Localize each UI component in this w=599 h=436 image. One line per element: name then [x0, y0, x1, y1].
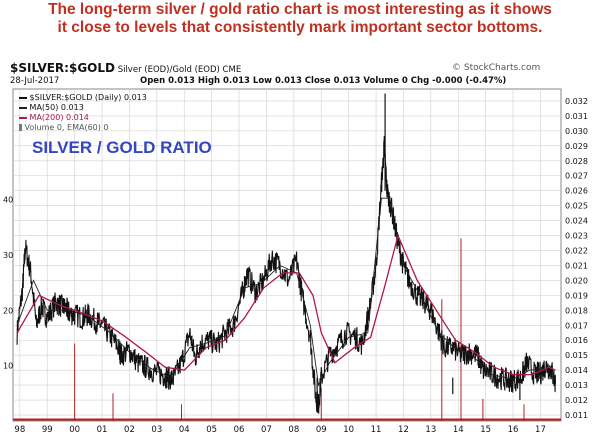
volume-tick-label: 20 [3, 306, 13, 315]
y-tick-label: 0.024 [565, 217, 588, 226]
volume-tick-label: 10 [3, 362, 13, 371]
y-tick-label: 0.021 [565, 261, 588, 270]
y-tick-label: 0.031 [565, 112, 588, 121]
plot-frame [12, 88, 562, 422]
x-axis: 98 99 00 01 02 03 04 05 06 07 08 09 10 11 12 13 14 15 16 17 [14, 425, 545, 435]
x-tick-label: 13 [425, 425, 436, 435]
y-tick-label: 0.022 [565, 247, 588, 256]
x-tick-label: 09 [316, 425, 327, 435]
legend-volume-label: Volume 0, EMA(60) 0 [24, 123, 109, 132]
chart-caption: The long-term silver / gold ratio chart … [6, 1, 594, 37]
y-tick-label: 0.017 [565, 321, 588, 330]
y-tick-label: 0.028 [565, 157, 588, 166]
legend-volume-swatch [19, 124, 22, 131]
y-tick-label: 0.027 [565, 172, 588, 181]
legend-volume: Volume 0, EMA(60) 0 [19, 123, 109, 132]
x-tick-label: 07 [261, 425, 272, 435]
x-tick-label: 14 [453, 425, 464, 435]
y-tick-label: 0.032 [565, 97, 588, 106]
y-tick-label: 0.015 [565, 351, 588, 360]
legend-ma50: MA(50) 0.013 [19, 103, 84, 112]
x-tick-label: 06 [234, 425, 245, 435]
x-tick-label: 12 [398, 425, 409, 435]
y-tick-label: 0.023 [565, 232, 588, 241]
volume-tick-label: 40 [3, 196, 13, 205]
legend-ma50-swatch [19, 106, 27, 109]
legend-main-swatch [19, 96, 27, 99]
stockcharts-brand: © StockCharts.com [452, 63, 541, 73]
x-tick-label: 10 [343, 425, 354, 435]
x-tick-label: 99 [42, 425, 53, 435]
y-axis: 0.011 0.012 0.013 0.014 0.015 0.016 0.017 0.018… [565, 97, 588, 420]
y-tick-label: 0.020 [565, 276, 588, 285]
y-tick-label: 0.029 [565, 142, 588, 151]
ma200-line [16, 233, 556, 376]
volume-bars [13, 238, 561, 421]
y-tick-label: 0.018 [565, 306, 588, 315]
y-tick-label: 0.030 [565, 127, 588, 136]
legend-ma200-swatch [19, 116, 27, 119]
y-tick-label: 0.013 [565, 381, 588, 390]
caption-line-2: it close to levels that consistently mar… [57, 19, 543, 36]
quote-row: Open 0.013 High 0.013 Low 0.013 Close 0.… [140, 76, 507, 86]
x-tick-label: 00 [69, 425, 80, 435]
silver-gold-ratio-label: SILVER / GOLD RATIO [32, 138, 212, 157]
series-layer [16, 93, 557, 414]
volume-tick-label: 30 [3, 251, 13, 260]
y-tick-label: 0.026 [565, 187, 588, 196]
caption-line-1: The long-term silver / gold ratio chart … [48, 1, 552, 18]
y-tick-label: 0.011 [565, 411, 588, 420]
legend-ma200: MA(200) 0.014 [19, 113, 89, 122]
x-tick-label: 03 [151, 425, 162, 435]
legend-ma200-label: MA(200) 0.014 [29, 113, 89, 122]
x-tick-label: 02 [124, 425, 135, 435]
price-series-line [16, 135, 557, 414]
x-tick-label: 01 [97, 425, 108, 435]
ma50-line [16, 197, 556, 387]
chart-symbol-row: $SILVER:$GOLD Silver (EOD)/Gold (EOD) CM… [10, 61, 241, 75]
y-tick-label: 0.016 [565, 336, 588, 345]
chart-symbol: $SILVER:$GOLD [10, 61, 115, 75]
y-tick-label: 0.014 [565, 366, 588, 375]
y-tick-label: 0.019 [565, 291, 588, 300]
chart-description: Silver (EOD)/Gold (EOD) CME [117, 65, 242, 75]
x-tick-label: 08 [288, 425, 299, 435]
x-tick-label: 16 [508, 425, 519, 435]
y-tick-label: 0.012 [565, 396, 588, 405]
chart-date: 28-Jul-2017 [10, 76, 60, 86]
legend-main-label: $SILVER:$GOLD (Daily) 0.013 [29, 93, 147, 102]
x-tick-label: 04 [179, 425, 190, 435]
y-tick-label: 0.025 [565, 202, 588, 211]
x-tick-label: 05 [206, 425, 217, 435]
volume-axis: 10 20 30 40 [3, 196, 13, 371]
legend-ma50-label: MA(50) 0.013 [29, 103, 84, 112]
x-tick-label: 15 [480, 425, 491, 435]
legend-main: $SILVER:$GOLD (Daily) 0.013 [19, 93, 147, 102]
x-tick-label: 11 [371, 425, 382, 435]
x-tick-label: 98 [14, 425, 25, 435]
x-tick-label: 17 [535, 425, 546, 435]
grid-lines [13, 89, 561, 421]
